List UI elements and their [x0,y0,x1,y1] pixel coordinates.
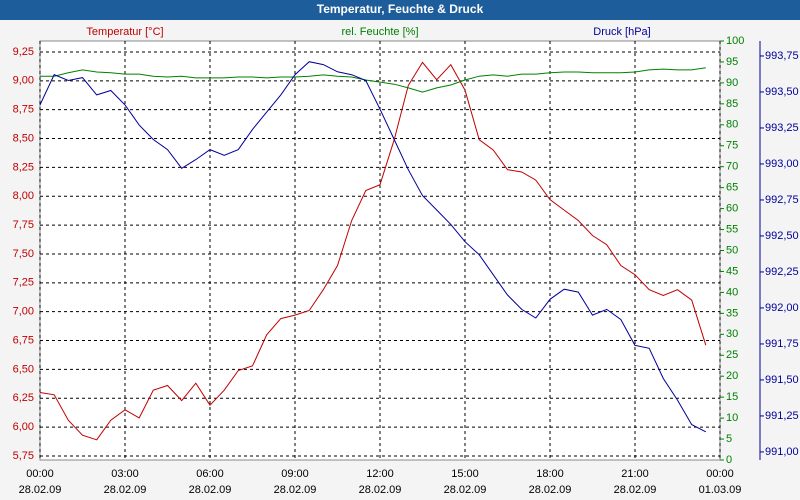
y3-tick-label: 991,00 [765,446,799,458]
y-tick-label: 6,25 [13,392,34,404]
y2-tick-label: 75 [726,140,738,152]
y3-axis-label: Druck [hPa] [593,26,650,38]
y-tick-label: 7,75 [13,219,34,231]
y-tick-label: 6,50 [13,363,34,375]
y2-tick-label: 60 [726,203,738,215]
y3-tick-label: 993,50 [765,86,799,98]
data-line [39,61,707,433]
y-tick-label: 7,50 [13,248,34,260]
y-axis-label: Temperatur [°C] [86,26,163,38]
x-tick-label: 00:00 [706,468,734,480]
y3-tick-label: 992,75 [765,194,799,206]
y2-tick-label: 5 [726,433,732,445]
data-line [40,67,706,93]
x-tick-label: 12:00 [366,468,394,480]
y2-tick-label: 85 [726,98,738,110]
y2-tick-label: 15 [726,391,738,403]
chart-title: Temperatur, Feuchte & Druck [317,2,484,16]
y2-tick-label: 95 [726,56,738,68]
y-tick-label: 8,25 [13,161,34,173]
x-tick-date: 28.02.09 [274,484,317,496]
x-tick-label: 00:00 [26,468,54,480]
y2-tick-label: 70 [726,161,738,173]
y-tick-label: 9,25 [13,46,34,58]
x-tick-label: 09:00 [281,468,309,480]
y2-tick-label: 50 [726,244,738,256]
x-tick-date: 28.02.09 [444,484,487,496]
data-line [39,61,707,441]
x-tick-date: 28.02.09 [614,484,657,496]
y-tick-label: 6,75 [13,334,34,346]
x-tick-date: 28.02.09 [189,484,232,496]
y-tick-label: 7,25 [13,277,34,289]
y3-tick-label: 991,25 [765,410,799,422]
y-tick-label: 8,00 [13,190,34,202]
y-tick-label: 8,50 [13,132,34,144]
y2-tick-label: 0 [726,454,732,466]
y2-tick-label: 25 [726,349,738,361]
y3-tick-label: 992,25 [765,266,799,278]
x-tick-date: 28.02.09 [529,484,572,496]
y2-tick-label: 80 [726,119,738,131]
x-tick-label: 15:00 [451,468,479,480]
y2-tick-label: 55 [726,223,738,235]
x-tick-label: 06:00 [196,468,224,480]
x-tick-date: 28.02.09 [19,484,62,496]
y3-tick-label: 993,00 [765,158,799,170]
y-tick-label: 6,00 [13,421,34,433]
y3-tick-label: 993,75 [765,50,799,62]
y2-tick-label: 65 [726,182,738,194]
y3-tick-label: 993,25 [765,122,799,134]
y-tick-label: 7,00 [13,306,34,318]
y2-tick-label: 35 [726,307,738,319]
y-tick-label: 9,00 [13,75,34,87]
y2-tick-label: 40 [726,286,738,298]
y-tick-label: 5,75 [13,450,34,462]
y2-axis-label: rel. Feuchte [%] [341,26,418,38]
x-tick-date: 28.02.09 [104,484,147,496]
x-tick-label: 21:00 [621,468,649,480]
x-tick-date: 01.03.09 [699,484,742,496]
y3-tick-label: 992,00 [765,302,799,314]
y-tick-label: 8,75 [13,104,34,116]
y3-tick-label: 991,50 [765,374,799,386]
y3-tick-label: 992,50 [765,230,799,242]
x-tick-label: 18:00 [536,468,564,480]
x-tick-label: 03:00 [111,468,139,480]
y2-tick-label: 30 [726,328,738,340]
y3-tick-label: 991,75 [765,338,799,350]
y2-tick-label: 45 [726,265,738,277]
y2-tick-label: 10 [726,412,738,424]
y2-tick-label: 100 [726,35,744,47]
title-bar [0,0,800,20]
y2-tick-label: 90 [726,77,738,89]
x-tick-date: 28.02.09 [359,484,402,496]
y2-tick-label: 20 [726,370,738,382]
